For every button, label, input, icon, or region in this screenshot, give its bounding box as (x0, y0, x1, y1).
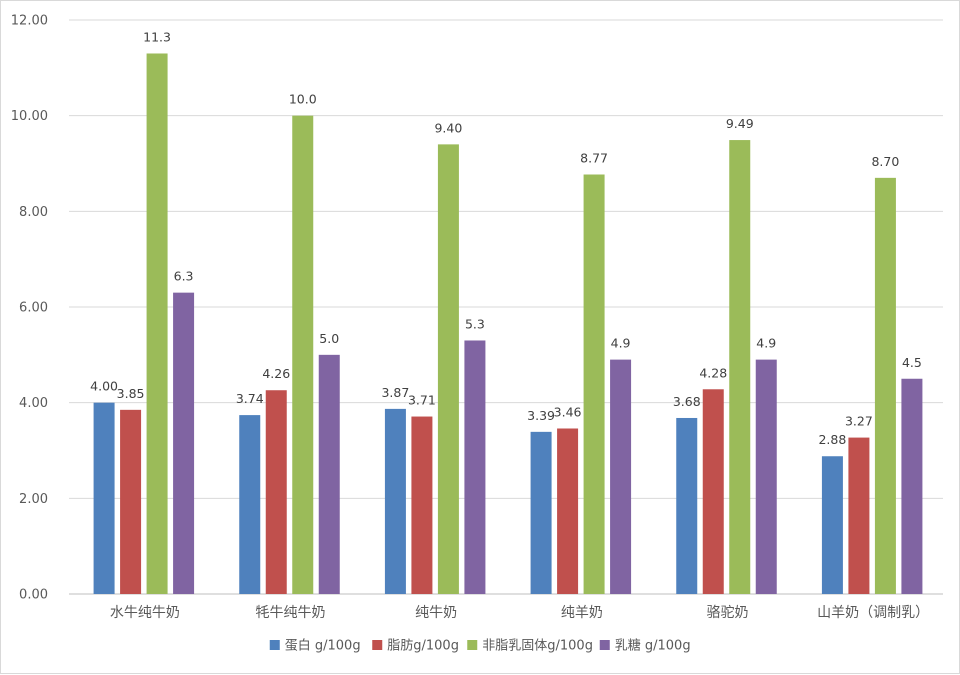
bar (583, 174, 605, 595)
legend-swatch (467, 640, 478, 650)
legend-label: 蛋白 g/100g (285, 638, 361, 654)
bar (411, 416, 433, 594)
data-label: 3.85 (117, 386, 145, 401)
bar (318, 354, 340, 594)
legend-label: 非脂乳固体g/100g (482, 639, 593, 654)
bar (901, 378, 923, 594)
bar (464, 340, 486, 594)
y-tick-label: 2.00 (19, 492, 48, 507)
data-label: 4.28 (699, 365, 727, 380)
y-axis: 0.00 2.00 4.00 6.00 8.00 10.00 12.00 (11, 14, 48, 603)
bar (755, 359, 777, 594)
bar (173, 292, 195, 594)
data-label: 10.0 (289, 92, 317, 107)
legend-swatch (599, 640, 610, 650)
data-labels: 4.003.85 11.3 6.3 3.74 4.26 10.0 5.0 3.873.71 9.… (90, 29, 922, 447)
data-label: 3.74 (236, 391, 264, 406)
data-label: 4.9 (611, 336, 631, 351)
x-tick-label: 纯羊奶 (561, 605, 603, 621)
data-label: 9.40 (434, 120, 462, 135)
legend: 蛋白 g/100g 脂肪g/100g 非脂乳固体g/100g 乳糖 g/100g (269, 638, 691, 654)
data-label: 8.70 (871, 154, 899, 169)
bar (120, 409, 142, 594)
data-label: 8.77 (580, 151, 608, 166)
y-tick-label: 4.00 (19, 396, 48, 411)
data-label: 4.5 (902, 355, 922, 370)
data-label: 4.00 (90, 379, 118, 394)
bar (292, 115, 314, 595)
data-label: 4.26 (262, 366, 290, 381)
bar (239, 415, 261, 594)
data-label: 6.3 (174, 269, 194, 284)
bar (557, 428, 579, 594)
data-label: 3.27 (845, 414, 873, 429)
bar (729, 140, 751, 595)
data-label: 3.68 (673, 394, 701, 409)
y-tick-label: 0.00 (19, 588, 48, 603)
y-tick-label: 10.00 (11, 109, 48, 124)
bar (437, 144, 459, 594)
y-tick-label: 8.00 (19, 205, 48, 220)
gridlines (69, 19, 943, 595)
legend-swatch (372, 640, 383, 650)
bar (384, 408, 406, 594)
data-label: 2.88 (818, 432, 846, 447)
x-tick-label: 山羊奶（调制乳） (817, 605, 929, 621)
bar (265, 390, 287, 594)
bars (93, 53, 923, 595)
bar (146, 53, 168, 594)
data-label: 5.0 (319, 331, 339, 346)
data-label: 9.49 (726, 116, 754, 131)
data-label: 3.39 (527, 408, 555, 423)
y-tick-label: 6.00 (19, 301, 48, 316)
data-label: 3.71 (408, 393, 436, 408)
data-label: 11.3 (143, 29, 171, 44)
bar (676, 417, 698, 594)
data-label: 5.3 (465, 316, 485, 331)
y-tick-label: 12.00 (11, 14, 48, 29)
x-tick-label: 牦牛纯牛奶 (256, 605, 326, 621)
x-tick-label: 纯牛奶 (415, 605, 457, 621)
data-label: 3.46 (554, 404, 582, 419)
x-tick-label: 水牛纯牛奶 (110, 605, 180, 621)
bar (702, 389, 724, 594)
bar (610, 359, 632, 594)
data-label: 3.87 (381, 385, 409, 400)
x-tick-label: 骆驼奶 (707, 604, 749, 621)
legend-label: 脂肪g/100g (387, 638, 459, 654)
legend-swatch (269, 640, 280, 650)
bar (874, 177, 896, 594)
bar (93, 402, 115, 594)
bar (530, 431, 552, 594)
legend-label: 乳糖 g/100g (615, 638, 691, 654)
bar (821, 456, 843, 594)
bar (848, 437, 870, 594)
data-label: 4.9 (756, 336, 776, 351)
x-axis: 水牛纯牛奶 牦牛纯牛奶 纯牛奶 纯羊奶 骆驼奶 山羊奶（调制乳） (110, 604, 929, 621)
